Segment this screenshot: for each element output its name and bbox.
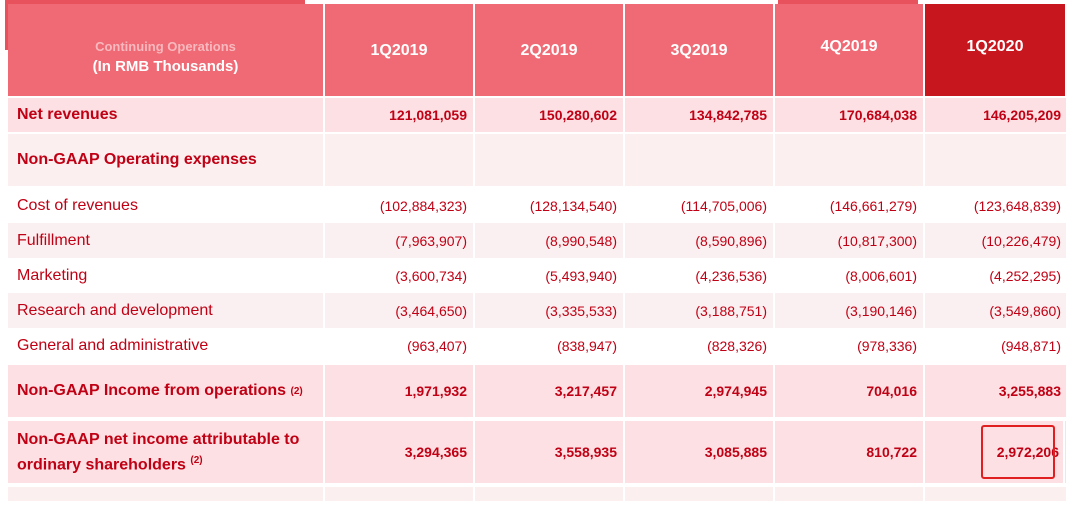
empty-cell xyxy=(475,487,625,501)
empty-cell xyxy=(925,487,1065,501)
empty-cell xyxy=(625,134,775,186)
row-label-line2: ordinary shareholders (2) xyxy=(17,450,203,475)
cell-value: 3,217,457 xyxy=(475,365,625,417)
cell-value: (114,705,006) xyxy=(625,188,775,223)
cell-value: (4,252,295) xyxy=(989,267,1061,284)
table-row-income-from-operations: Non-GAAP Income from operations (2) 1,97… xyxy=(8,365,1066,417)
row-label: Net revenues xyxy=(8,98,325,132)
row-label: Marketing xyxy=(8,258,325,293)
table-row-general-and-administrative: General and administrative (963,407) (83… xyxy=(8,328,1066,363)
footnote-marker: (2) xyxy=(290,385,303,397)
cell-value: 121,081,059 xyxy=(325,98,475,132)
highlight-box xyxy=(981,425,1055,479)
row-label-text: Non-GAAP Income from operations xyxy=(17,382,287,399)
cell-value: (963,407) xyxy=(325,328,475,363)
cell-value: (3,549,860) xyxy=(989,302,1061,319)
cell-value: (838,947) xyxy=(475,328,625,363)
table-row-cost-of-revenues: Cost of revenues (102,884,323) (128,134,… xyxy=(8,188,1066,223)
period-header-4: 4Q2019 xyxy=(775,4,925,96)
empty-cell xyxy=(325,134,475,186)
period-header-1: 1Q2019 xyxy=(325,4,475,96)
cell-value: 3,255,883 xyxy=(998,383,1061,399)
cell-value: 146,205,209 xyxy=(983,107,1061,123)
row-label-header: Continuing Operations (In RMB Thousands) xyxy=(8,4,325,96)
period-header-3: 3Q2019 xyxy=(625,4,775,96)
cell-value: (4,236,536) xyxy=(625,258,775,293)
cell-value: 810,722 xyxy=(775,421,925,483)
row-label-line1: Non-GAAP net income attributable to xyxy=(17,430,300,448)
row-label: Fulfillment xyxy=(8,223,325,258)
cell-value: (10,817,300) xyxy=(775,223,925,258)
cell-value: 1,971,932 xyxy=(325,365,475,417)
cell-value: (146,661,279) xyxy=(775,188,925,223)
section-title: Non-GAAP Operating expenses xyxy=(8,134,325,186)
empty-cell xyxy=(775,134,925,186)
row-label-header-line2: (In RMB Thousands) xyxy=(92,58,239,75)
cell-value: (978,336) xyxy=(775,328,925,363)
cell-value: (3,335,533) xyxy=(475,293,625,328)
table-header: Continuing Operations (In RMB Thousands)… xyxy=(8,4,1066,96)
table-row-opex-title: Non-GAAP Operating expenses xyxy=(8,134,1066,186)
cell-value: (3,190,146) xyxy=(775,293,925,328)
cell-value: (5,493,940) xyxy=(475,258,625,293)
period-header-5: 1Q2020 xyxy=(925,4,1065,96)
row-label: Non-GAAP Income from operations (2) xyxy=(8,365,325,417)
cell-value: (948,871) xyxy=(1001,337,1061,354)
cell-value: (3,188,751) xyxy=(625,293,775,328)
row-label: Non-GAAP net income attributable to ordi… xyxy=(8,421,325,483)
footnote-marker: (2) xyxy=(190,454,203,466)
cell-value: 2,974,945 xyxy=(625,365,775,417)
empty-cell xyxy=(775,487,925,501)
row-label: General and administrative xyxy=(8,328,325,363)
cell-value: (3,464,650) xyxy=(325,293,475,328)
cell-value: 3,085,885 xyxy=(625,421,775,483)
cell-value: (8,006,601) xyxy=(775,258,925,293)
cell-value: (128,134,540) xyxy=(475,188,625,223)
financial-table: Continuing Operations (In RMB Thousands)… xyxy=(8,4,1066,501)
cell-value: 3,294,365 xyxy=(325,421,475,483)
cell-value: (3,600,734) xyxy=(325,258,475,293)
cell-value: (7,963,907) xyxy=(325,223,475,258)
cell-value: (828,326) xyxy=(625,328,775,363)
cell-value: 170,684,038 xyxy=(775,98,925,132)
empty-cell xyxy=(925,134,1065,186)
empty-cell xyxy=(8,487,325,501)
table-row-net-revenues: Net revenues 121,081,059 150,280,602 134… xyxy=(8,98,1066,132)
row-label-header-line1: Continuing Operations xyxy=(95,39,236,54)
table-row-partial xyxy=(8,487,1066,501)
cell-value: 150,280,602 xyxy=(475,98,625,132)
cell-value: (102,884,323) xyxy=(325,188,475,223)
cell-value: 704,016 xyxy=(775,365,925,417)
period-header-2: 2Q2019 xyxy=(475,4,625,96)
row-label-line2-text: ordinary shareholders xyxy=(17,456,186,474)
cell-value: 134,842,785 xyxy=(625,98,775,132)
cell-value: (10,226,479) xyxy=(981,232,1061,249)
table-row-research-and-development: Research and development (3,464,650) (3,… xyxy=(8,293,1066,328)
table-row-net-income: Non-GAAP net income attributable to ordi… xyxy=(8,421,1066,483)
table-row-marketing: Marketing (3,600,734) (5,493,940) (4,236… xyxy=(8,258,1066,293)
cell-value: 3,558,935 xyxy=(475,421,625,483)
empty-cell xyxy=(625,487,775,501)
cell-value-highlighted: 2,972,206 xyxy=(925,421,1065,483)
empty-cell xyxy=(325,487,475,501)
cell-value: (123,648,839) xyxy=(973,197,1061,214)
cell-value: (8,590,896) xyxy=(625,223,775,258)
row-label: Cost of revenues xyxy=(8,188,325,223)
empty-cell xyxy=(475,134,625,186)
row-label: Research and development xyxy=(8,293,325,328)
table-row-fulfillment: Fulfillment (7,963,907) (8,990,548) (8,5… xyxy=(8,223,1066,258)
cell-value: (8,990,548) xyxy=(475,223,625,258)
